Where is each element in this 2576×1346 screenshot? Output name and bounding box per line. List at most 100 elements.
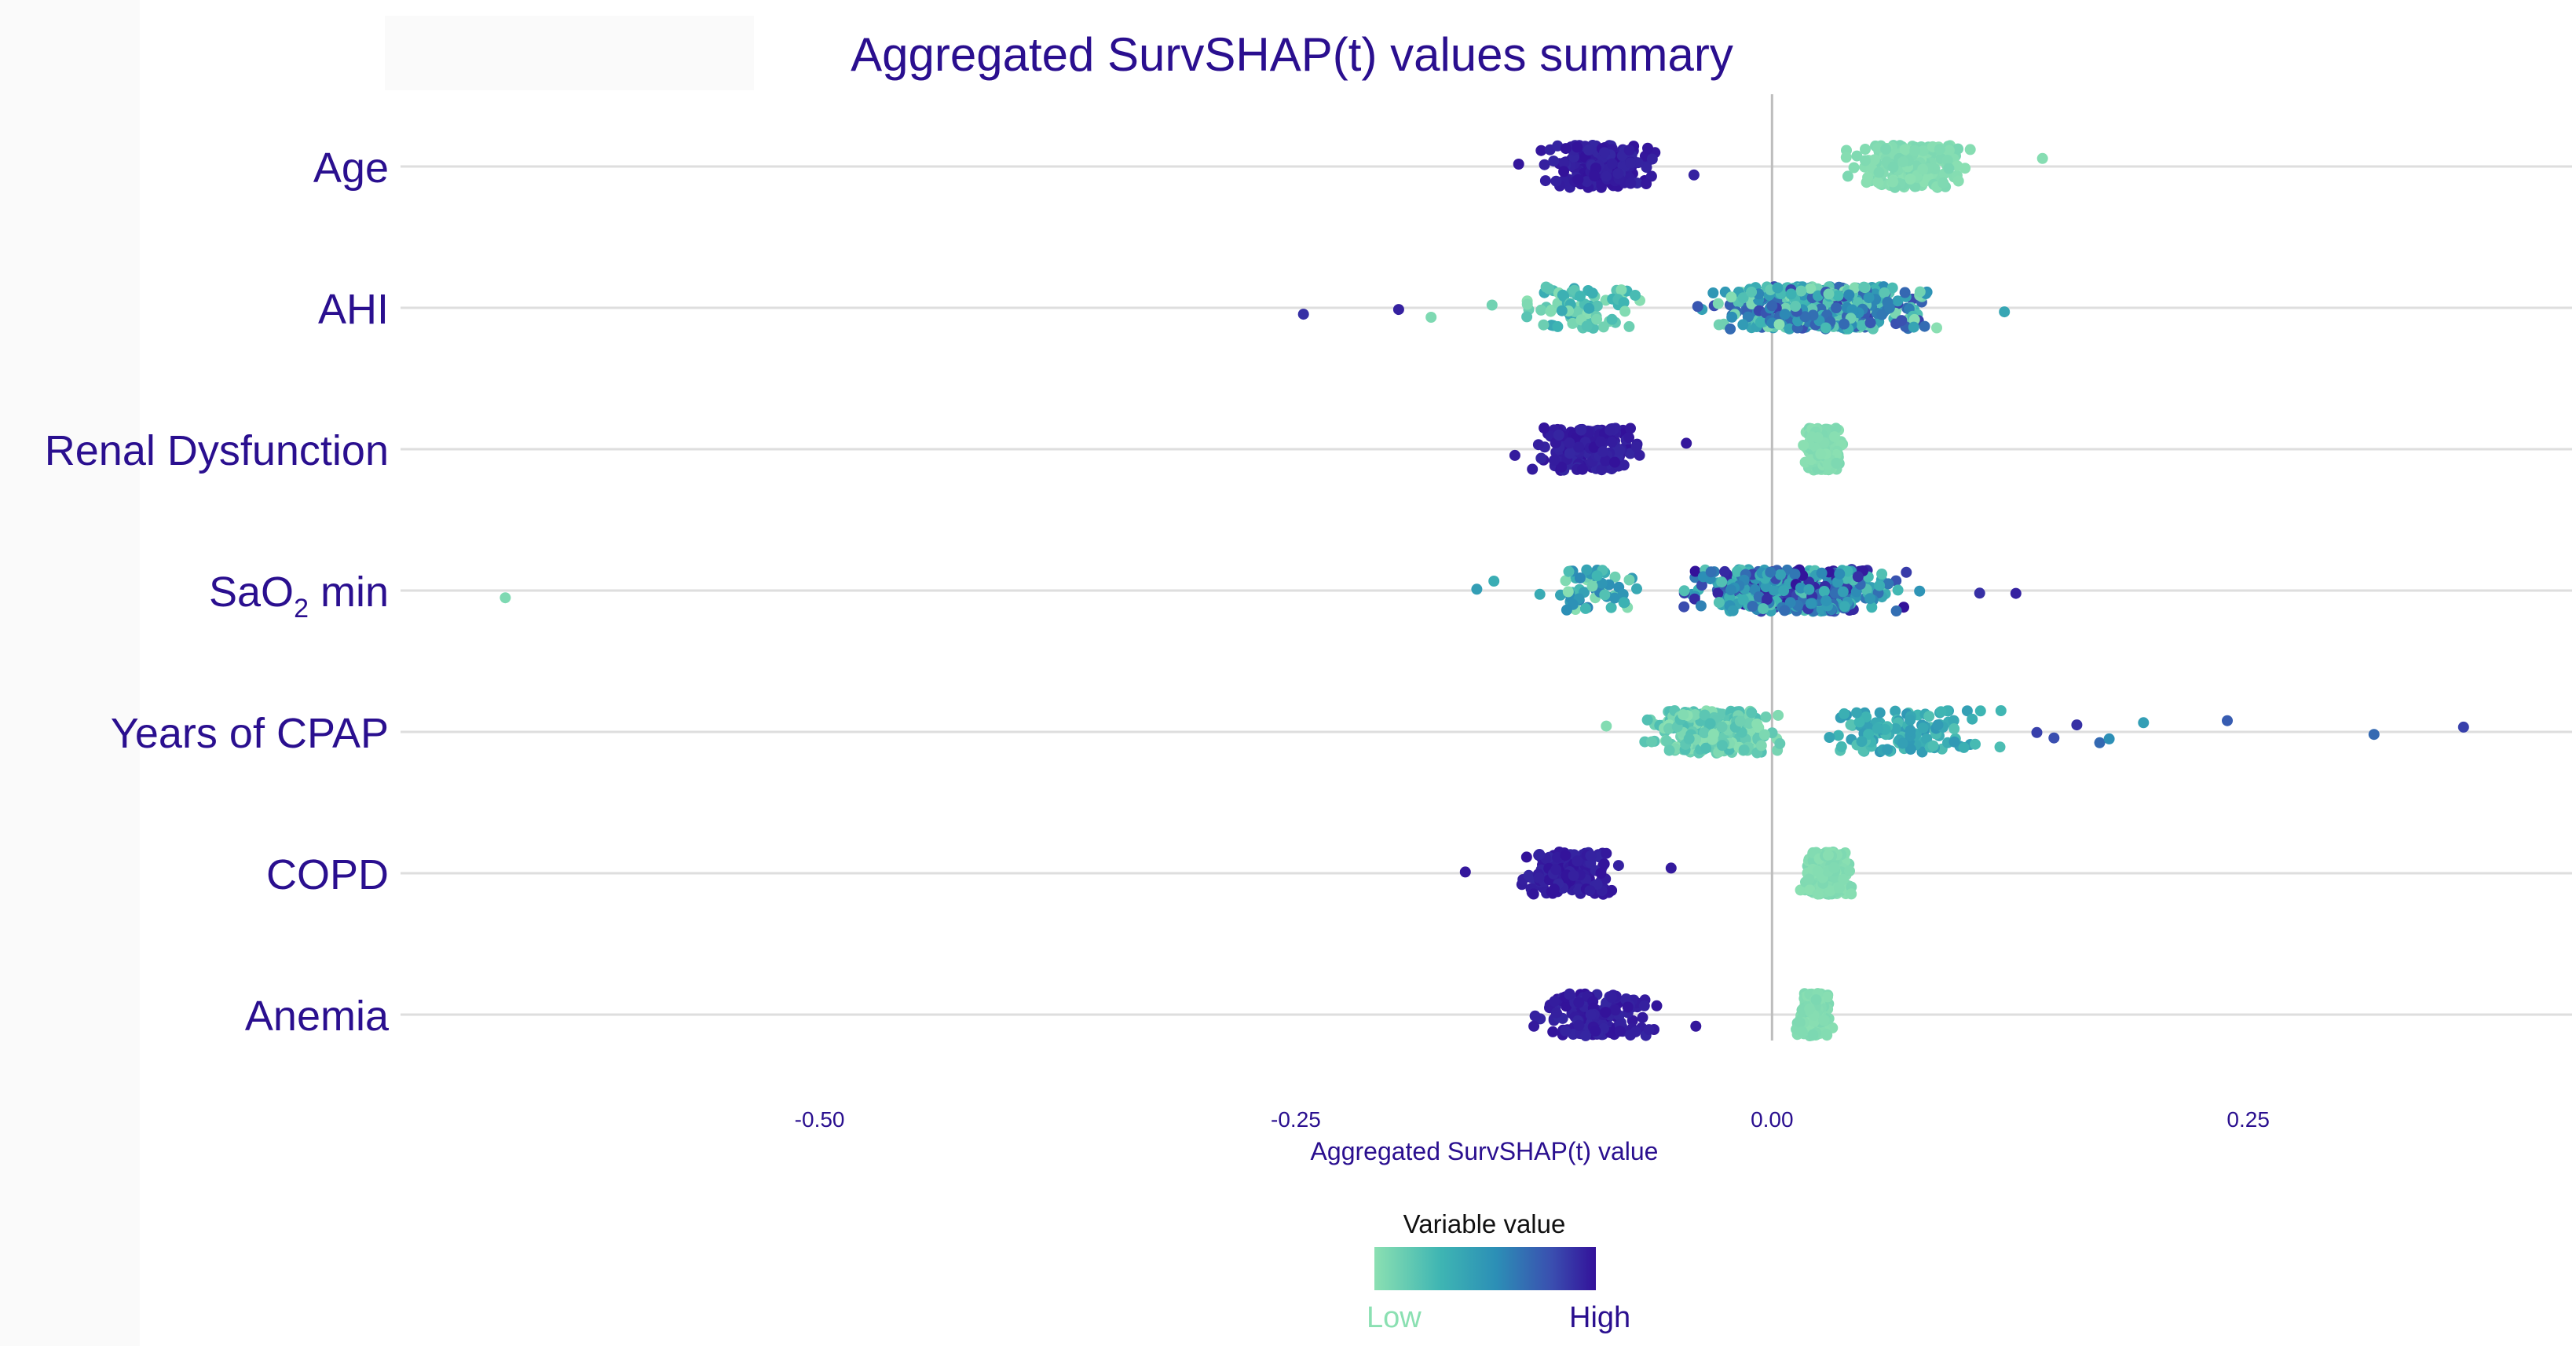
point <box>1623 144 1635 156</box>
point <box>1583 144 1594 155</box>
point <box>1874 580 1886 591</box>
point <box>1816 567 1828 579</box>
point <box>1573 883 1584 895</box>
point <box>1879 287 1890 298</box>
point <box>1638 1000 1650 1011</box>
point <box>1725 323 1736 335</box>
point <box>1533 872 1545 883</box>
outlier-point <box>1999 306 2011 318</box>
point <box>1822 850 1834 861</box>
point <box>1699 709 1711 721</box>
point <box>1856 736 1868 748</box>
point <box>1896 315 1908 327</box>
point <box>1899 144 1911 155</box>
point <box>1545 305 1557 317</box>
point <box>1548 883 1560 895</box>
point <box>1784 597 1796 609</box>
point <box>1692 301 1703 313</box>
point <box>1832 576 1844 588</box>
point <box>1717 740 1728 752</box>
point <box>1539 175 1551 187</box>
point <box>1758 729 1770 741</box>
point <box>1799 311 1811 323</box>
point <box>1876 309 1888 320</box>
point <box>1641 162 1652 174</box>
point <box>1560 1025 1572 1037</box>
point <box>1523 869 1535 881</box>
title-shade <box>385 16 754 90</box>
point <box>1952 175 1964 187</box>
point <box>1646 153 1658 165</box>
outlier-point <box>2457 721 2469 733</box>
point <box>1890 705 1901 717</box>
point <box>1532 439 1544 451</box>
point <box>1630 441 1642 452</box>
y-label-0: Age <box>313 144 389 192</box>
point <box>1600 1007 1612 1018</box>
outlier-point <box>1681 437 1692 449</box>
point <box>1803 873 1815 885</box>
point <box>1591 300 1603 312</box>
point <box>1899 287 1911 298</box>
point <box>1994 741 2006 753</box>
point <box>1812 888 1824 900</box>
x-tick-label: -0.50 <box>795 1107 845 1132</box>
point <box>1970 738 1981 750</box>
legend-title: Variable value <box>1403 1209 1566 1238</box>
point <box>1839 318 1850 330</box>
point <box>1719 565 1731 577</box>
point <box>1573 441 1585 453</box>
point <box>1521 311 1533 323</box>
point <box>1823 288 1835 300</box>
y-label-1: AHI <box>318 286 389 333</box>
point <box>1820 1029 1832 1041</box>
chart-title: Aggregated SurvSHAP(t) values summary <box>851 28 1733 81</box>
point <box>1535 144 1547 156</box>
point <box>1601 170 1612 182</box>
point <box>1535 304 1547 316</box>
point <box>1923 711 1935 722</box>
point <box>1794 1017 1806 1029</box>
point <box>1948 715 1959 726</box>
point <box>1689 565 1701 577</box>
outlier-point <box>499 592 511 604</box>
point <box>1567 317 1579 329</box>
x-tick-label: -0.25 <box>1271 1107 1321 1132</box>
point <box>1661 735 1673 747</box>
point <box>1820 322 1831 334</box>
point <box>1623 574 1635 586</box>
point <box>1696 580 1707 591</box>
point <box>1937 177 1949 188</box>
point <box>1581 320 1593 332</box>
legend-high-label: High <box>1569 1301 1630 1334</box>
point <box>1538 319 1550 331</box>
point <box>1774 737 1786 749</box>
point <box>1550 1007 1562 1019</box>
point <box>1643 1024 1655 1036</box>
point <box>1563 565 1575 577</box>
point <box>1598 858 1610 870</box>
point <box>1772 282 1784 294</box>
point <box>1778 585 1790 597</box>
point <box>1882 744 1894 755</box>
point <box>1916 746 1928 758</box>
point <box>1765 566 1776 578</box>
point <box>1731 565 1743 577</box>
legend-low-label: Low <box>1367 1301 1422 1334</box>
point <box>1890 605 1902 616</box>
point <box>1623 320 1635 332</box>
point <box>1755 316 1766 328</box>
point <box>1618 597 1630 609</box>
outlier-point <box>1848 162 1860 174</box>
point <box>1927 740 1939 752</box>
point <box>1641 714 1653 726</box>
point <box>1882 296 1894 308</box>
point <box>1737 319 1749 331</box>
point <box>1553 430 1564 441</box>
point <box>1606 313 1618 325</box>
point <box>1844 865 1855 877</box>
point <box>1773 319 1785 331</box>
point <box>1795 582 1806 594</box>
point <box>1597 321 1609 333</box>
point <box>1852 571 1864 583</box>
